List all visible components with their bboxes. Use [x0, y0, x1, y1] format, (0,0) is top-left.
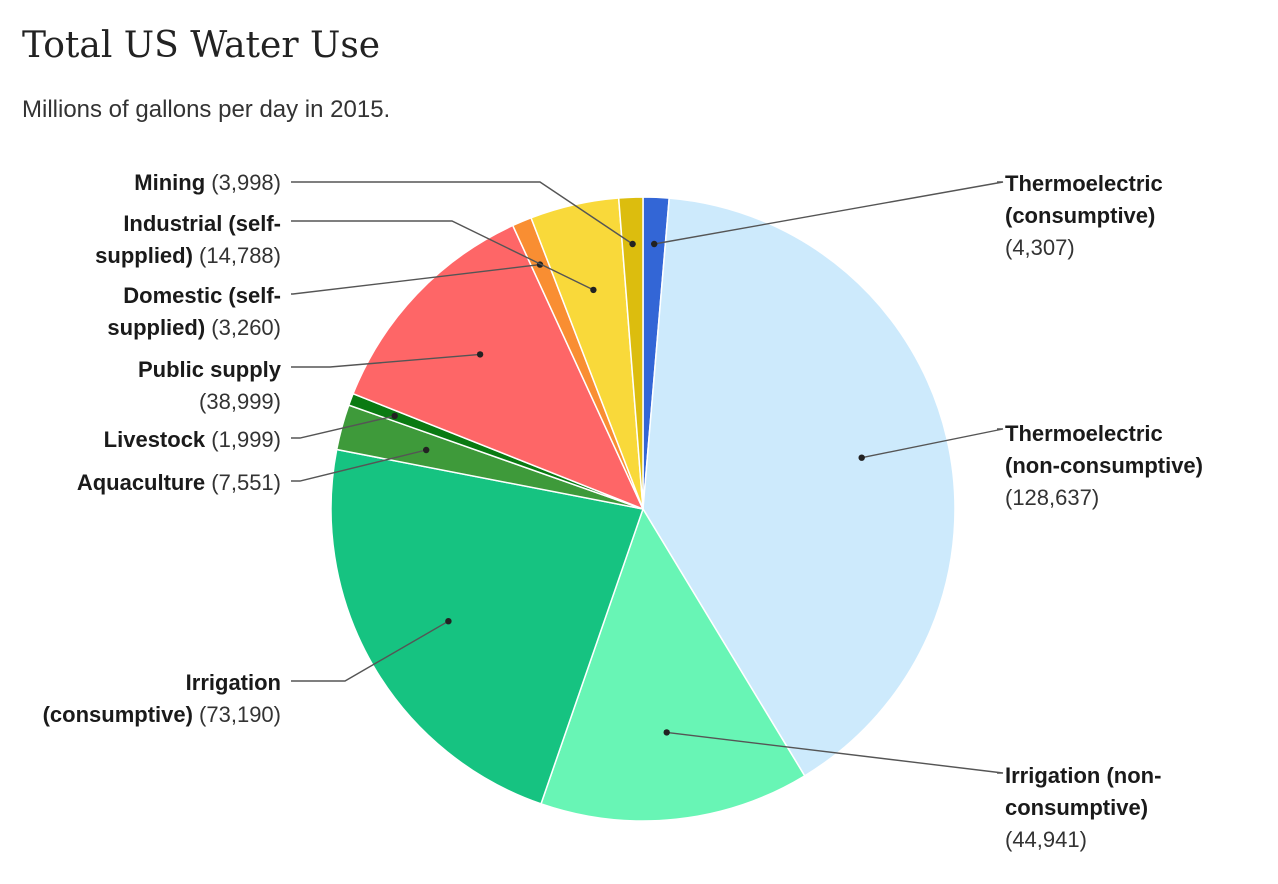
- pie-slice-thermoelectric-non-consumptive: [642, 197, 956, 777]
- slice-label-livestock: Livestock (1,999): [104, 427, 281, 452]
- slice-label-irrigation-consumptive: Irrigation: [186, 670, 281, 695]
- leader-line-public-supply: [291, 353, 481, 368]
- pie-slice-mining: [617, 196, 644, 510]
- leader-line-livestock: [291, 415, 395, 439]
- chart-subtitle: Millions of gallons per day in 2015.: [22, 96, 391, 123]
- slice-label-industrial-self-supplied: supplied) (14,788): [95, 243, 281, 268]
- slice-value-thermoelectric-non-consumptive: (128,637): [1005, 485, 1099, 510]
- chart-title: Total US Water Use: [22, 25, 381, 66]
- slice-label-irrigation-non-consumptive: consumptive): [1005, 795, 1148, 820]
- slice-label-domestic-self-supplied: supplied) (3,260): [107, 315, 281, 340]
- pie-slice-public-supply: [352, 224, 645, 511]
- pie-slice-irrigation-non-consumptive: [540, 507, 806, 822]
- slice-label-public-supply: Public supply: [138, 357, 282, 382]
- slice-value-public-supply: (38,999): [199, 389, 281, 414]
- leader-dot-industrial-self-supplied: [590, 286, 597, 294]
- leader-line-thermoelectric-non-consumptive: [861, 428, 1004, 459]
- pie-leader-lines: [291, 181, 1004, 774]
- leader-dot-thermoelectric-consumptive: [651, 240, 658, 248]
- slice-label-irrigation-non-consumptive: Irrigation (non-: [1005, 763, 1161, 788]
- slice-label-thermoelectric-non-consumptive: Thermoelectric: [1005, 421, 1163, 446]
- leader-dot-mining: [629, 240, 636, 248]
- leader-dot-irrigation-consumptive: [445, 618, 452, 625]
- leader-line-thermoelectric-consumptive: [654, 181, 1004, 245]
- slice-label-domestic-self-supplied: Domestic (self-: [123, 283, 281, 308]
- leader-dot-irrigation-non-consumptive: [663, 729, 670, 736]
- leader-line-domestic-self-supplied: [291, 263, 541, 295]
- leader-dot-livestock: [391, 412, 398, 420]
- leader-line-irrigation-non-consumptive: [666, 731, 1004, 774]
- slice-label-industrial-self-supplied: Industrial (self-: [123, 211, 281, 236]
- leader-line-industrial-self-supplied: [291, 220, 594, 291]
- leader-dot-thermoelectric-non-consumptive: [858, 454, 865, 461]
- pie-labels: Thermoelectric (consumptive) (4,307) Thermo…: [43, 170, 1203, 852]
- leader-line-mining: [291, 181, 633, 245]
- slice-value-thermoelectric-consumptive: (4,307): [1005, 235, 1075, 260]
- slice-label-thermoelectric-consumptive: (consumptive): [1005, 203, 1155, 228]
- pie-slices: [330, 196, 956, 822]
- slice-label-mining: Mining (3,998): [134, 170, 281, 195]
- slice-label-aquaculture: Aquaculture (7,551): [77, 470, 281, 495]
- leader-line-aquaculture: [291, 449, 427, 482]
- leader-dot-public-supply: [476, 351, 484, 358]
- slice-value-irrigation-non-consumptive: (44,941): [1005, 827, 1087, 852]
- slice-label-thermoelectric-non-consumptive: (non-consumptive): [1005, 453, 1203, 478]
- leader-line-irrigation-consumptive: [291, 620, 449, 682]
- slice-label-thermoelectric-consumptive: Thermoelectric: [1005, 171, 1163, 196]
- slice-label-irrigation-consumptive: (consumptive) (73,190): [43, 702, 281, 727]
- leader-dot-aquaculture: [423, 446, 430, 454]
